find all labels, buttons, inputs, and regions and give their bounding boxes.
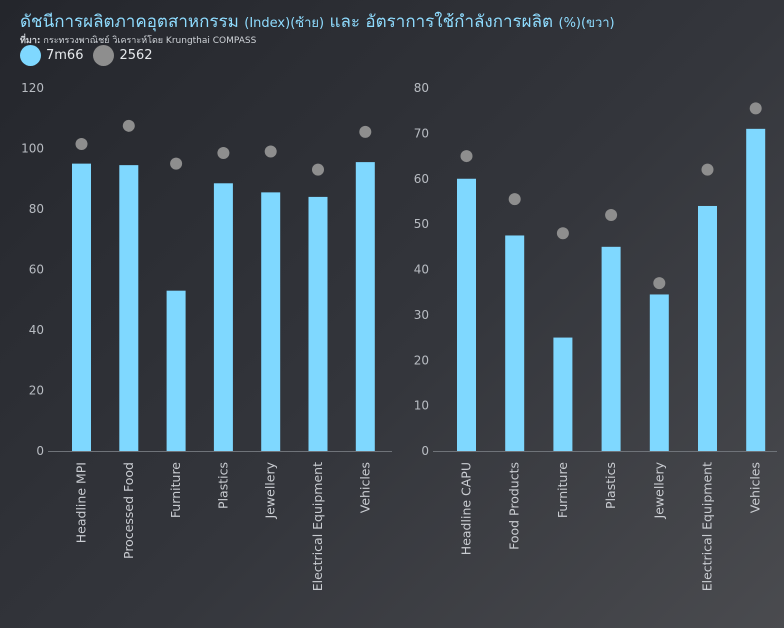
source-text: กระทรวงพาณิชย์ วิเคราะห์โดย Krungthai CO… [43, 36, 257, 46]
y-tick-label: 100 [21, 142, 44, 156]
title-left-note: (Index)(ซ้าย) [244, 16, 325, 31]
y-tick-label: 20 [29, 384, 44, 398]
bar-headline-capu [457, 178, 476, 451]
category-label-vehicles: Vehicles [357, 462, 372, 513]
category-label-furniture: Furniture [168, 462, 183, 518]
category-label-jewellery: Jewellery [263, 461, 278, 519]
bar-processed-food [119, 165, 139, 451]
y-tick-label: 60 [414, 172, 429, 186]
bar-electrical-equipment [698, 205, 717, 451]
chart-panel-2: 0 10 20 30 40 50 60 70 80 Headline CAPU Food Produ… [414, 81, 777, 591]
bar-vehicles [746, 128, 766, 451]
legend-label-2562: 2562 [119, 48, 153, 63]
source-note: ที่มา: กระทรวงพาณิชย์ วิเคราะห์โดย Krung… [20, 33, 256, 47]
category-label-headline-mpi: Headline MPI [74, 462, 89, 543]
title-right-note: (%)(ขวา) [558, 16, 615, 31]
chart-title: ดัชนีการผลิตภาคอุตสาหกรรม (Index)(ซ้าย) … [20, 8, 615, 35]
y-tick-label: 40 [29, 323, 44, 337]
legend-item-7m66: 7m66 [20, 45, 83, 66]
dot-jewellery [653, 277, 666, 290]
legend-swatch-7m66 [20, 45, 41, 66]
bar-food-products [505, 235, 525, 451]
y-tick-label: 70 [414, 126, 429, 140]
category-label-processed-food: Processed Food [121, 462, 136, 559]
y-tick-label: 20 [414, 353, 429, 367]
dot-electrical-equipment [701, 163, 714, 176]
category-label-food-products: Food Products [507, 462, 522, 550]
bar-furniture [166, 290, 186, 451]
legend-item-2562: 2562 [93, 45, 153, 66]
category-label-vehicles: Vehicles [748, 462, 763, 513]
y-tick-label: 60 [29, 263, 44, 277]
bar-plastics [213, 183, 233, 451]
dot-furniture [170, 157, 183, 170]
chart-panel-1: 0 20 40 60 80 100 120 Headline MPI Processed Foo… [21, 81, 392, 591]
dot-plastics [605, 209, 618, 222]
dot-electrical-equipment [312, 163, 324, 176]
title-connector: และ อัตราการใช้กำลังการผลิต [329, 12, 554, 32]
y-tick-label: 120 [21, 81, 44, 95]
category-label-plastics: Plastics [215, 462, 230, 509]
y-tick-label: 50 [414, 217, 429, 231]
y-tick-label: 40 [414, 263, 429, 277]
y-tick-label: 10 [414, 399, 429, 413]
y-tick-label: 30 [414, 308, 429, 322]
y-tick-label: 0 [36, 444, 44, 458]
y-tick-label: 80 [414, 81, 429, 95]
category-label-jewellery: Jewellery [651, 461, 666, 519]
legend-label-7m66: 7m66 [46, 48, 84, 63]
dot-food-products [508, 193, 521, 206]
title-main: ดัชนีการผลิตภาคอุตสาหกรรม [20, 12, 239, 32]
dot-jewellery [264, 145, 277, 158]
category-label-headline-capu: Headline CAPU [459, 462, 474, 555]
dot-vehicles [359, 125, 372, 138]
category-label-electrical-equipment: Electrical Equipment [310, 462, 325, 591]
bar-electrical-equipment [308, 196, 328, 451]
source-label: ที่มา: [20, 36, 41, 46]
dot-headline-capu [460, 150, 473, 163]
bar-headline-mpi [72, 163, 91, 451]
category-label-electrical-equipment: Electrical Equipment [700, 462, 715, 591]
dot-headline-mpi [75, 137, 88, 150]
category-label-plastics: Plastics [603, 462, 618, 509]
y-tick-label: 80 [29, 202, 44, 216]
bar-plastics [601, 246, 621, 451]
dot-furniture [556, 227, 569, 240]
bar-vehicles [355, 162, 375, 452]
legend-swatch-2562 [93, 45, 115, 66]
y-tick-label: 0 [421, 444, 429, 458]
bar-furniture [553, 337, 573, 451]
dot-plastics [217, 147, 230, 160]
dot-vehicles [749, 102, 762, 115]
bar-jewellery [261, 192, 281, 452]
category-label-furniture: Furniture [555, 462, 570, 518]
legend: 7m66 2562 [20, 45, 163, 66]
bar-jewellery [649, 294, 669, 451]
dot-processed-food [122, 119, 135, 132]
